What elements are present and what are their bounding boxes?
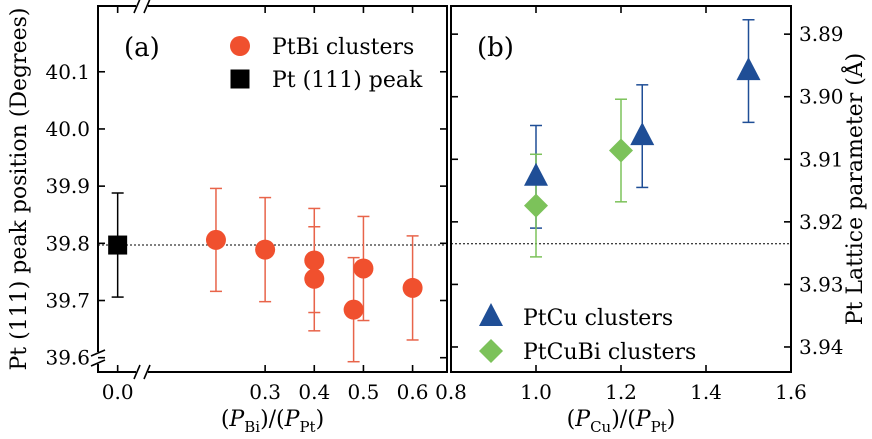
legends: PtBi clusters Pt (111) peak PtCu clusters P…: [230, 35, 696, 365]
panel-b-legend-marker: [479, 303, 503, 326]
panel-a-y-axis-title: Pt (111) peak position (Degrees): [7, 7, 32, 370]
data-markers: [108, 57, 761, 320]
panel-a-y-tick-label: 39.7: [45, 289, 90, 313]
panel-a-x-tick-label: 0.6: [397, 380, 429, 404]
panel-a-point-circle: [255, 239, 276, 260]
panel-a-point-circle: [304, 268, 325, 289]
panel-a-y-tick-label: 39.6: [45, 346, 90, 370]
panel-a-x-tick-label: 0.4: [298, 380, 330, 404]
panel-b-x-tick-label: 1.6: [775, 380, 807, 404]
panel-a-point-circle: [353, 258, 374, 279]
panel-a-legend-marker: [230, 69, 250, 89]
panel-b-y-tick-label: 3.93: [799, 272, 844, 296]
panel-a-x-tick-label: 0.3: [249, 380, 281, 404]
reference-lines: [98, 243, 791, 246]
panel-a-y-tick-label: 39.8: [45, 231, 90, 255]
panel-b-x-tick-label: 1.2: [605, 380, 637, 404]
panel-a-y-break-mark: [90, 359, 106, 367]
panel-a-x-break-gap: [136, 369, 148, 375]
panel-b-y-tick-label: 3.89: [799, 22, 844, 46]
panel-b-y-tick-label: 3.90: [799, 85, 844, 109]
panel-b-legend-label: PtCu clusters: [523, 306, 673, 331]
panel-b-point-triangle: [630, 122, 655, 146]
labels: 0.0 0.3 0.4 0.5 0.6 39.6 39.7 39.8 39.9 40.0 40.1 (…: [7, 7, 868, 436]
panel-a-x-break-mark: [133, 364, 141, 380]
panel-b-x-tick-label: 1.0: [520, 380, 552, 404]
panel-a-top-break-mark: [133, 0, 141, 14]
panel-a-legend-label: PtBi clusters: [272, 35, 414, 60]
panel-b-y-tick-label: 3.92: [799, 210, 844, 234]
panel-b-point-diamond: [609, 138, 633, 163]
panel-a-point-circle: [402, 277, 423, 298]
panel-a-top-break-mark: [143, 0, 151, 14]
panel-a-y-break-mark: [90, 349, 106, 357]
panel-a-x-axis-title: (PBi)/(PPt): [221, 407, 324, 436]
panel-b-y-tick-label: 3.94: [799, 335, 844, 359]
panel-a-y-tick-label: 40.0: [45, 117, 90, 141]
panel-b-y-tick-label: 3.91: [799, 147, 844, 171]
panel-b-legend-label: PtCuBi clusters: [523, 340, 696, 365]
panel-a-point-circle: [304, 250, 325, 271]
panel-a-panel-label: (a): [124, 33, 160, 63]
panel-a-legend-marker: [230, 36, 250, 56]
panel-b-legend-marker: [479, 339, 503, 363]
panel-a-point-square: [108, 235, 128, 255]
panel-b-x-axis-title: (PCu)/(PPt): [567, 407, 676, 436]
panel-a-point-circle: [343, 299, 364, 320]
panel-a-legend-label: Pt (111) peak: [272, 68, 423, 93]
panel-b-point-triangle: [736, 57, 761, 81]
panel-a-y-tick-label: 39.9: [45, 174, 90, 198]
panel-b-x-tick-label: 0.8: [435, 380, 467, 404]
panel-a-frame: [97, 5, 448, 373]
panel-a-x-break-mark: [143, 364, 151, 380]
panel-a-y-tick-label: 40.1: [45, 60, 90, 84]
panel-a-top-break-gap: [136, 3, 148, 9]
panel-a-x-tick-label: 0.5: [348, 380, 380, 404]
panel-a-point-circle: [205, 229, 226, 250]
panel-b-x-tick-label: 1.4: [690, 380, 722, 404]
panel-b-point-triangle: [524, 162, 548, 186]
panel-a-x-tick-label: 0.0: [102, 380, 134, 404]
axes: [90, 0, 792, 380]
panel-b-panel-label: (b): [477, 33, 514, 63]
panel-b-point-diamond: [524, 193, 548, 218]
panel-b-y-axis-title: Pt Lattice parameter (Å): [840, 53, 868, 326]
